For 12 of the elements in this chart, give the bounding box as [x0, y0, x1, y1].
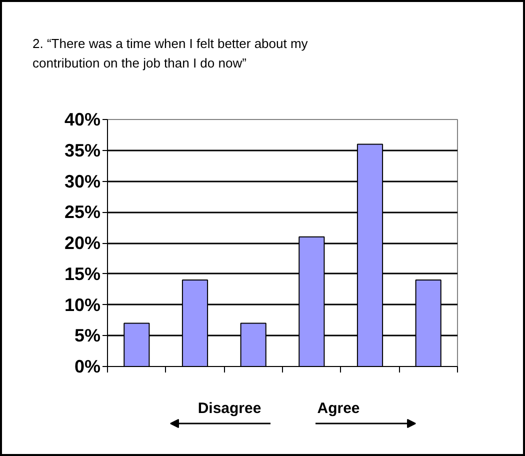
chart-title: 2. “There was a time when I felt better about my contribution on the job than I do now”: [32, 36, 308, 70]
text: Agree: [317, 400, 360, 417]
y-tick-label: 40%: [64, 110, 101, 130]
y-tick-label: 10%: [64, 294, 101, 315]
y-tick-label: 0%: [74, 356, 100, 376]
text: Disagree: [198, 400, 262, 417]
y-tick-label: 35%: [64, 140, 101, 160]
y-tick-label: 20%: [64, 233, 101, 253]
y-tick-label: 25%: [64, 202, 101, 222]
y-tick-label: 5%: [74, 326, 100, 346]
y-tick-label: 30%: [64, 171, 101, 192]
y-tick-label: 15%: [64, 264, 101, 284]
